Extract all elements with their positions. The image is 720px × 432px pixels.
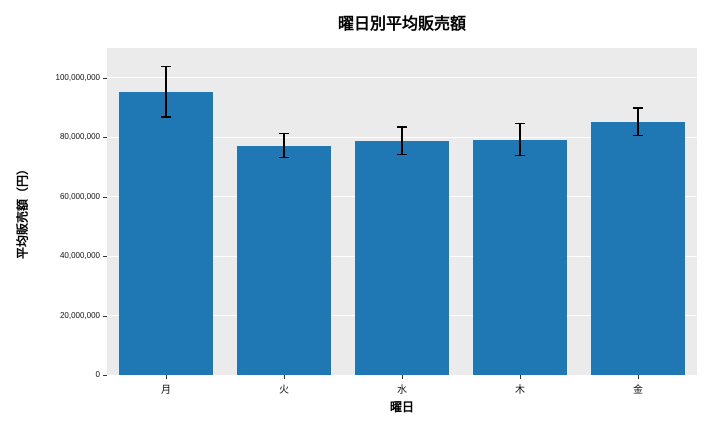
error-bar-cap — [515, 154, 525, 157]
bar — [354, 140, 450, 375]
plot-area — [107, 48, 697, 375]
ytick-label: 40,000,000 — [59, 251, 100, 261]
ytick-mark — [103, 196, 107, 198]
x-axis-label: 曜日 — [389, 400, 414, 414]
error-bar-cap — [161, 65, 171, 68]
ytick-mark — [103, 137, 107, 139]
bar — [472, 139, 568, 375]
xtick-label: 月 — [161, 385, 171, 396]
xtick-label: 水 — [397, 385, 407, 396]
chart-title: 曜日別平均販売額 — [337, 16, 466, 33]
ytick-label: 20,000,000 — [59, 310, 100, 320]
bar — [590, 121, 686, 375]
xtick-mark — [402, 375, 403, 379]
ytick-mark — [103, 315, 107, 317]
ytick-mark — [103, 375, 107, 376]
error-bar-cap — [397, 153, 407, 156]
error-bar-line — [401, 127, 403, 155]
ytick-label: 60,000,000 — [59, 191, 100, 201]
xtick-mark — [520, 375, 521, 379]
ytick-label: 80,000,000 — [59, 132, 100, 142]
error-bar-cap — [397, 126, 407, 128]
xtick-label: 火 — [279, 385, 289, 396]
error-bar-line — [165, 66, 167, 117]
bar — [236, 145, 332, 375]
error-bar-cap — [279, 156, 289, 159]
error-bar-line — [519, 123, 521, 156]
ytick-label: 0 — [95, 370, 100, 379]
error-bar-cap — [633, 134, 643, 137]
xtick-label: 木 — [515, 385, 525, 396]
error-bar-line — [283, 133, 285, 158]
bar — [118, 91, 214, 375]
xtick-label: 金 — [633, 385, 643, 396]
gridline — [107, 77, 697, 79]
xtick-mark — [166, 375, 167, 379]
ytick-mark — [103, 256, 107, 258]
xtick-mark — [284, 375, 285, 379]
error-bar-line — [637, 107, 639, 136]
y-axis-label: 平均販売額（円） — [15, 162, 30, 260]
xtick-mark — [638, 375, 639, 379]
error-bar-cap — [633, 107, 643, 109]
error-bar-cap — [279, 132, 289, 135]
ytick-label: 100,000,000 — [55, 72, 101, 82]
error-bar-cap — [161, 116, 171, 118]
ytick-mark — [103, 77, 107, 79]
error-bar-cap — [515, 122, 525, 125]
